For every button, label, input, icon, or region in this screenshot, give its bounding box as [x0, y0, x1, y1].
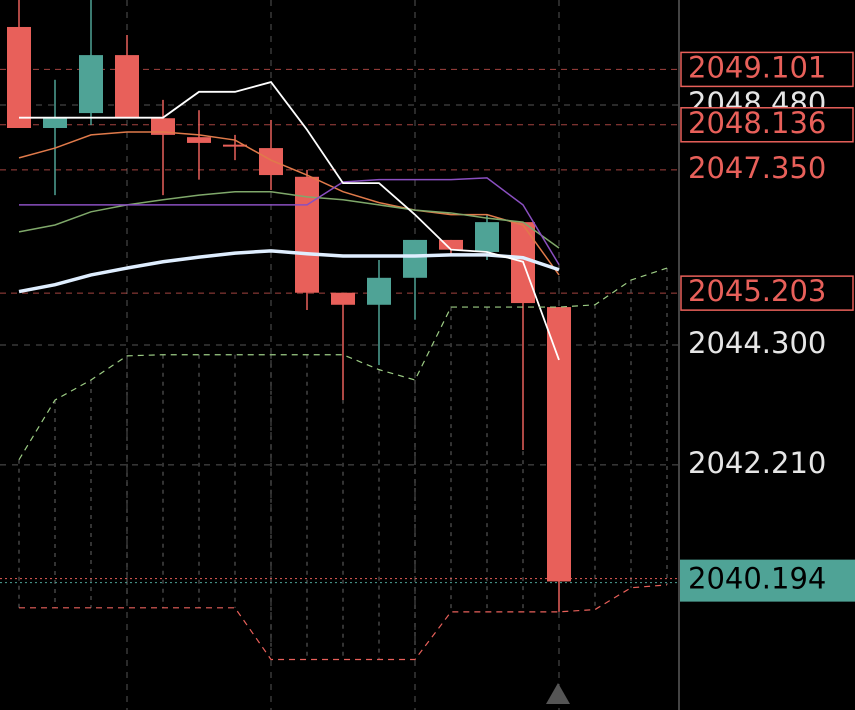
line-series — [18, 267, 668, 461]
candle-body — [187, 137, 211, 143]
candle-body — [115, 55, 139, 119]
line-series — [18, 249, 560, 294]
price-label-box — [680, 51, 854, 88]
price-label: 2049.101 — [688, 50, 826, 84]
candle-body — [151, 118, 175, 135]
candle-body — [295, 176, 319, 293]
current-marker — [546, 683, 570, 704]
price-label: 2045.203 — [688, 274, 826, 308]
line-series — [18, 190, 560, 249]
current-price-box — [680, 559, 855, 602]
current-price-label: 2040.194 — [688, 562, 826, 596]
y-tick-label: 2042.210 — [688, 446, 826, 480]
line-series — [19, 177, 560, 265]
price-label-box — [680, 107, 854, 143]
candle-body — [259, 148, 283, 176]
price-label: 2048.136 — [688, 106, 826, 140]
line-series — [18, 131, 560, 276]
candle-body — [331, 292, 355, 305]
price-label-box — [680, 275, 854, 311]
candle-body — [7, 26, 31, 128]
y-tick-label: 2044.300 — [688, 326, 826, 360]
candle-body — [79, 55, 103, 114]
candle-body — [43, 118, 67, 128]
candle-body — [367, 277, 391, 305]
candle-body — [547, 307, 571, 582]
candle-body — [475, 222, 499, 252]
candle-body — [403, 239, 427, 278]
line-series — [19, 81, 560, 361]
candle-body — [223, 144, 247, 147]
candle-body — [439, 239, 463, 250]
price-label: 2047.350 — [688, 151, 826, 185]
